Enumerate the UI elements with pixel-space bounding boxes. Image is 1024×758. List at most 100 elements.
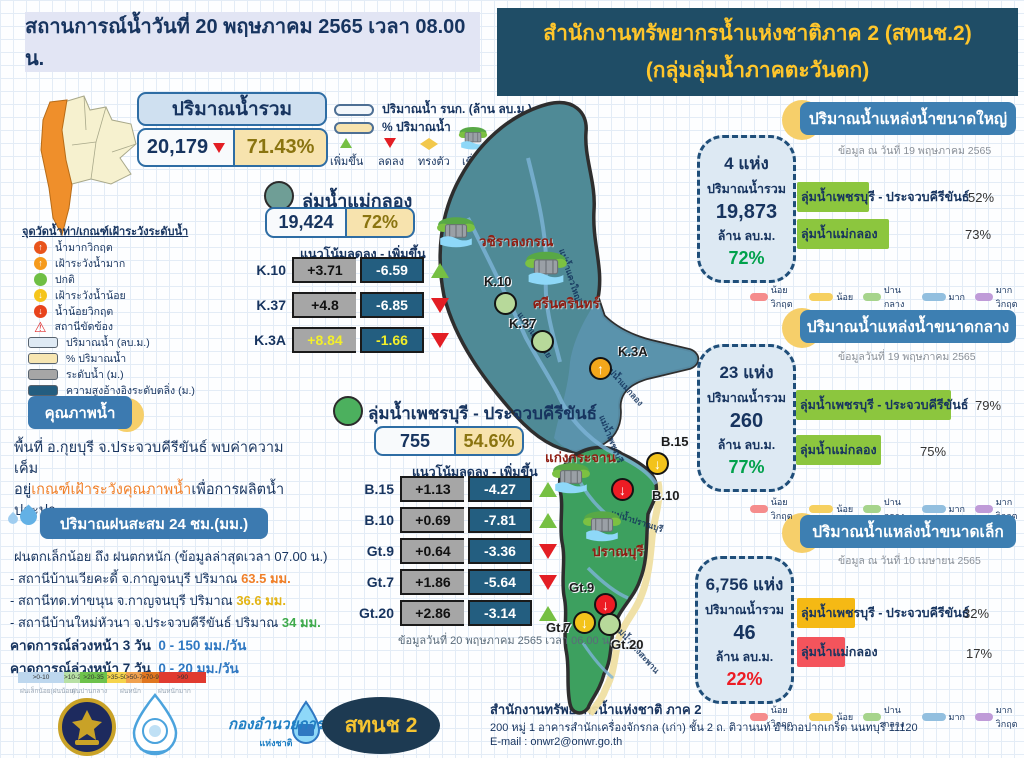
rain-value: 63.5 มม. (241, 571, 291, 586)
watch-high-icon: ↑ (34, 257, 47, 270)
rain-scale-segment: >0-10 (18, 672, 64, 683)
highlighted-west-region (40, 99, 73, 237)
site-count: 4 แห่ง (724, 153, 769, 173)
rain-scale-segment: >50-70 (126, 672, 142, 683)
legend-item-label: น้ำมากวิกฤต (55, 242, 113, 254)
station-id: K.37 (256, 297, 286, 313)
total-label: ปริมาณน้ำรวม (704, 602, 785, 617)
station-marker-gt20[interactable] (598, 613, 621, 636)
status-legend-row: น้อยวิกฤต น้อย ปานกลาง มาก มากวิกฤต (750, 703, 1024, 731)
water-quality-button[interactable]: คุณภาพน้ำ (28, 396, 132, 429)
status-label: น้อย (836, 712, 854, 722)
station-label: K.10 (484, 274, 512, 289)
basin-map (438, 100, 700, 717)
rain-value: 34 มม. (281, 615, 321, 630)
station-label: Gt.9 (569, 580, 595, 595)
total-water-percent: 71.43% (235, 128, 328, 167)
status-legend-item: มาก (921, 502, 965, 516)
status-legend-item: น้อยวิกฤต (750, 495, 799, 523)
region-locator-map (40, 95, 137, 237)
rain-scale-segment: >35-50 (107, 672, 126, 683)
station-id: B.15 (364, 481, 394, 497)
panel-small-summary-card: 6,756 แห่ง ปริมาณน้ำรวม 46 ล้าน ลบ.ม. 22… (695, 556, 794, 704)
increase-label: เพิ่มขึ้น (330, 156, 364, 168)
status-label: มากวิกฤต (995, 285, 1018, 309)
legend-item-volume-swatch: ปริมาณน้ำ (ลบ.ม.) (28, 334, 150, 351)
station-marker-gt7[interactable] (573, 611, 596, 634)
trend-low-value: +0.69 (400, 507, 464, 533)
basin-bar-label: ลุ่มน้ำแม่กลอง (800, 443, 877, 457)
basin-bar-percent: 17% (966, 646, 993, 661)
steady-label: ทรงตัว (418, 156, 450, 168)
panel-large-summary-card: 4 แห่ง ปริมาณน้ำรวม 19,873 ล้าน ลบ.ม. 72… (697, 135, 796, 283)
station-marker-b10[interactable] (611, 478, 634, 501)
station-label: K.3A (618, 344, 648, 359)
maeklong-name: ลุ่มน้ำแม่กลอง (302, 191, 413, 211)
station-id: B.10 (364, 512, 394, 528)
steady-icon (420, 137, 438, 155)
total-volume: 260 (729, 409, 764, 432)
dam-marker-pranburi (582, 510, 622, 547)
trend-row-b15: B.15 +1.13 -4.27 (356, 476, 557, 502)
station-marker-k3a[interactable] (589, 357, 612, 380)
status-legend-item: มาก (921, 290, 965, 304)
basin-bar-row: ลุ่มน้ำเพชรบุรี - ประจวบคีรีขันธ์ (797, 182, 997, 212)
trend-row-b10: B.10 +0.69 -7.81 (356, 507, 557, 533)
basin-bar-label: ลุ่มน้ำแม่กลอง (801, 227, 878, 241)
station-label: B.10 (652, 488, 680, 503)
dam-icon (525, 251, 567, 285)
rain-scale-segment: >90 (159, 672, 206, 683)
legend-percent-row: % ปริมาณน้ำ (334, 118, 451, 137)
status-swatch-icon (921, 713, 946, 721)
station-label: Gt.20 (611, 637, 644, 652)
phet-name: ลุ่มน้ำเพชรบุรี - ประจวบคีรีขันธ์ (368, 404, 597, 423)
station-id: K.3A (254, 332, 286, 348)
basin-bar-label: ลุ่มน้ำเพชรบุรี - ประจวบคีรีขันธ์ (801, 190, 970, 204)
onwr2-badge: สทนช 2 (322, 697, 440, 754)
trend-arrow-icon (539, 512, 557, 528)
dam-icon (458, 126, 488, 150)
maeklong-percent: 72% (347, 207, 415, 238)
status-label: มากวิกฤต (995, 705, 1018, 729)
garuda-emblem-logo (58, 698, 116, 756)
org-name-line1: สำนักงานทรัพยากรน้ำแห่งชาติภาค 2 (สทนช.2… (543, 22, 972, 45)
legend-item-label: สถานีขัดข้อง (54, 321, 114, 333)
station-marker-k37[interactable] (531, 330, 554, 353)
trend-row-gt7: Gt.7 +1.86 -5.64 (356, 569, 557, 595)
station-marker-k10[interactable] (494, 292, 517, 315)
trend-low-value: +0.64 (400, 538, 464, 564)
phet-data-date: ข้อมูลวันที่ 20 พฤษภาคม 2565 เวลา 06.00 … (398, 635, 613, 647)
basin-bar-label: ลุ่มน้ำเพชรบุรี - ประจวบคีรีขันธ์ (801, 606, 970, 620)
dam-icon (437, 217, 475, 248)
basin-bar (797, 182, 869, 212)
status-label: มาก (948, 292, 965, 302)
legend-volume-label: ปริมาณน้ำ รนก. (ล้าน ลบ.ม.) (382, 102, 532, 116)
volume-unit: ล้าน ลบ.ม. (717, 437, 776, 452)
volume-swatch-icon (28, 337, 58, 348)
status-legend-item: ปานกลาง (863, 703, 911, 731)
legend-item-label: % ปริมาณน้ำ (66, 353, 127, 365)
decrease-icon (384, 135, 396, 153)
crit-low-icon: ↓ (34, 305, 47, 318)
forecast-label: คาดการณ์ล่วงหน้า 3 วัน (10, 638, 151, 653)
dam-marker-kaengkrachan (551, 462, 591, 499)
trend-low-value: +8.84 (292, 327, 356, 353)
total-percent: 77% (728, 456, 765, 477)
status-label: น้อยวิกฤต (770, 497, 793, 521)
status-legend-item: น้อยวิกฤต (750, 703, 799, 731)
site-count: 6,756 แห่ง (705, 574, 784, 594)
trend-high-value: -6.85 (360, 292, 424, 318)
station-marker-b15[interactable] (646, 452, 669, 475)
status-label: ปานกลาง (883, 285, 905, 309)
basin-bar-percent: 75% (920, 444, 947, 459)
warning-icon: ⚠ (34, 318, 47, 335)
rain-scale-segment: >70-90 (142, 672, 159, 683)
status-swatch-icon (750, 713, 768, 721)
panel-medium-date: ข้อมูลวันที่ 19 พฤษภาคม 2565 (838, 351, 976, 363)
status-swatch-icon (863, 713, 881, 721)
status-label: ปานกลาง (883, 705, 905, 729)
rain-scale-bar: >0-10>10-20>20-35>35-50>50-70>70-90>90 (18, 672, 206, 683)
legend-percent-label: % ปริมาณน้ำ (382, 120, 451, 134)
rain-station-text: - สถานีบ้านใหม่หัวนา จ.ประจวบคีรีขันธ์ ป… (10, 615, 282, 630)
rain-value: 36.6 มม. (236, 593, 286, 608)
